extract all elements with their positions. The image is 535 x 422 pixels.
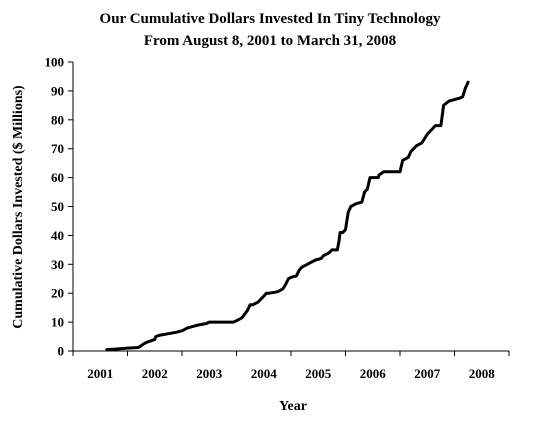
x-tick-label: 2006	[360, 366, 387, 381]
y-tick-label: 0	[58, 344, 65, 359]
plot-area: 0 10 20 30 40 50 60 70 80 90 100 2001 2002 2003 2004 20…	[45, 55, 510, 381]
x-axis-label: Year	[279, 399, 307, 414]
y-tick-label: 10	[51, 315, 64, 330]
y-tick-label: 50	[51, 199, 64, 214]
series-line	[105, 80, 470, 352]
y-tick-label: 80	[51, 112, 64, 127]
y-tick-label: 100	[45, 55, 65, 70]
x-tick-label: 2008	[469, 366, 496, 381]
y-tick-label: 20	[51, 286, 64, 301]
x-tick-label: 2007	[414, 366, 441, 381]
x-tick-label: 2004	[251, 366, 278, 381]
chart-subtitle: From August 8, 2001 to March 31, 2008	[144, 33, 396, 49]
y-axis-label: Cumulative Dollars Invested ($ Millions)	[11, 85, 26, 329]
x-tick-label: 2003	[196, 366, 223, 381]
y-tick-label: 60	[51, 170, 64, 185]
y-tick-label: 40	[51, 228, 64, 243]
x-tick-label: 2002	[142, 366, 168, 381]
chart-title: Our Cumulative Dollars Invested In Tiny …	[100, 11, 441, 27]
x-tick-label: 2001	[87, 366, 113, 381]
y-tick-label: 30	[51, 257, 64, 272]
x-tick-label: 2005	[305, 366, 332, 381]
y-tick-label: 70	[51, 141, 64, 156]
y-tick-label: 90	[51, 83, 64, 98]
